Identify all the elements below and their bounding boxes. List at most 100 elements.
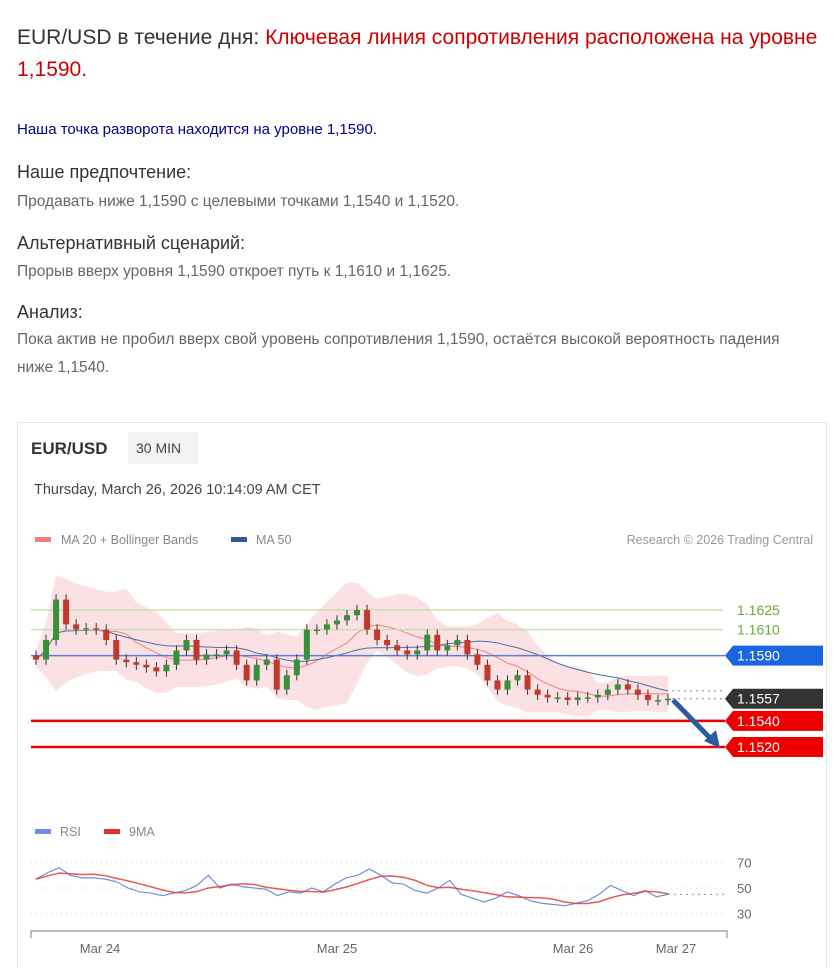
candle-body <box>354 610 361 616</box>
rsi-tick: 50 <box>737 881 751 896</box>
x-tick: Mar 24 <box>80 941 120 956</box>
candle-body <box>183 640 190 651</box>
price-tag-label: 1.1520 <box>737 739 780 755</box>
candle-body <box>333 620 340 625</box>
analysis-text: Пока актив не пробил вверх свой уровень … <box>17 331 780 376</box>
price-tag <box>725 710 823 731</box>
candle-body <box>484 664 491 681</box>
forecast-arrowhead <box>704 730 720 748</box>
candle-body <box>374 629 381 641</box>
candle-body <box>323 624 330 630</box>
timeframe-label: 30 MIN <box>136 440 181 456</box>
candle-body <box>614 684 621 690</box>
credit: Research © 2026 Trading Central <box>627 533 813 547</box>
forecast-arrow <box>671 698 714 742</box>
level-label: 1.1610 <box>737 622 780 638</box>
candle-body <box>103 629 110 641</box>
candle-body <box>404 650 411 655</box>
candle-body <box>343 615 350 621</box>
candle-body <box>544 694 551 698</box>
timestamp: Thursday, March 26, 2026 10:14:09 AM CET <box>34 482 321 498</box>
candle-body <box>193 640 200 660</box>
candle-body <box>494 680 501 690</box>
candle-body <box>444 645 451 651</box>
candle-body <box>243 664 250 681</box>
candle-body <box>263 659 270 665</box>
candle-body <box>233 650 240 665</box>
candle-body <box>384 640 391 646</box>
price-tag-label: 1.1590 <box>737 648 780 664</box>
legend-swatch-9ma <box>104 829 120 834</box>
rsi-9ma-line <box>35 872 669 905</box>
candle-body <box>43 640 50 660</box>
candle-body <box>564 697 571 701</box>
price-tag <box>725 688 823 709</box>
candle-body <box>644 694 651 701</box>
candle-body <box>223 650 230 655</box>
candle-body <box>253 664 260 681</box>
candle-body <box>364 610 371 630</box>
candle-body <box>313 629 320 632</box>
alternative-heading: Альтернативный сценарий: <box>17 233 246 253</box>
candle-body <box>424 634 431 651</box>
price-tag-label: 1.1557 <box>737 691 780 707</box>
candle-body <box>524 675 531 690</box>
rsi-line <box>35 866 669 907</box>
candle-body <box>83 628 90 630</box>
candle-body <box>654 700 661 702</box>
candle-body <box>474 654 481 665</box>
candle-body <box>153 667 160 672</box>
preference-heading: Наше предпочтение: <box>17 162 192 182</box>
candle-body <box>293 659 300 676</box>
candle-body <box>584 697 591 699</box>
candle-body <box>504 680 511 690</box>
legend-swatch-ma20 <box>35 537 51 542</box>
candle-body <box>133 662 140 665</box>
candle-body <box>594 694 601 698</box>
ma20-line <box>35 624 669 697</box>
page-title: EUR/USD в течение дня: Ключевая линия со… <box>17 26 818 81</box>
candle-body <box>624 684 631 690</box>
candle-body <box>143 664 150 668</box>
legend-9ma: 9MA <box>129 825 155 839</box>
x-tick: Mar 27 <box>656 941 696 956</box>
legend-swatch-rsi <box>35 829 51 834</box>
candle-body <box>414 650 421 655</box>
candle-body <box>554 697 561 699</box>
symbol-label: EUR/USD <box>31 439 108 458</box>
preference-text: Продавать ниже 1,1590 с целевыми точками… <box>17 193 460 210</box>
candle-body <box>283 675 290 690</box>
candle-body <box>33 655 39 660</box>
analysis-heading: Анализ: <box>17 302 83 322</box>
legend-ma50: MA 50 <box>256 533 291 547</box>
price-tag-label: 1.1540 <box>737 713 780 729</box>
rsi-tick: 70 <box>737 856 751 871</box>
candle-body <box>273 659 280 690</box>
pivot-text: Наша точка разворота находится на уровне… <box>17 121 377 138</box>
x-axis <box>30 930 728 938</box>
x-tick: Mar 25 <box>317 941 357 956</box>
candle-body <box>173 650 180 665</box>
legend-rsi: RSI <box>60 825 81 839</box>
candle-body <box>665 698 671 701</box>
alternative-text: Прорыв вверх уровня 1,1590 откроет путь … <box>17 263 452 280</box>
candle-body <box>394 645 401 651</box>
legend-swatch-ma50 <box>231 537 247 542</box>
ma50-line <box>35 629 669 692</box>
candle-body <box>303 629 310 660</box>
x-tick: Mar 26 <box>553 941 593 956</box>
candle-body <box>63 599 70 625</box>
candle-body <box>113 640 120 660</box>
candle-body <box>534 689 541 695</box>
price-tag <box>725 645 823 666</box>
chart-card <box>17 422 827 969</box>
candle-body <box>123 659 130 663</box>
candle-body <box>213 654 220 656</box>
candle-body <box>604 689 611 695</box>
candle-body <box>434 634 441 651</box>
candle-body <box>163 664 170 672</box>
price-tag <box>725 737 823 758</box>
legend-ma20: MA 20 + Bollinger Bands <box>61 533 198 547</box>
timeframe-badge <box>128 432 198 464</box>
